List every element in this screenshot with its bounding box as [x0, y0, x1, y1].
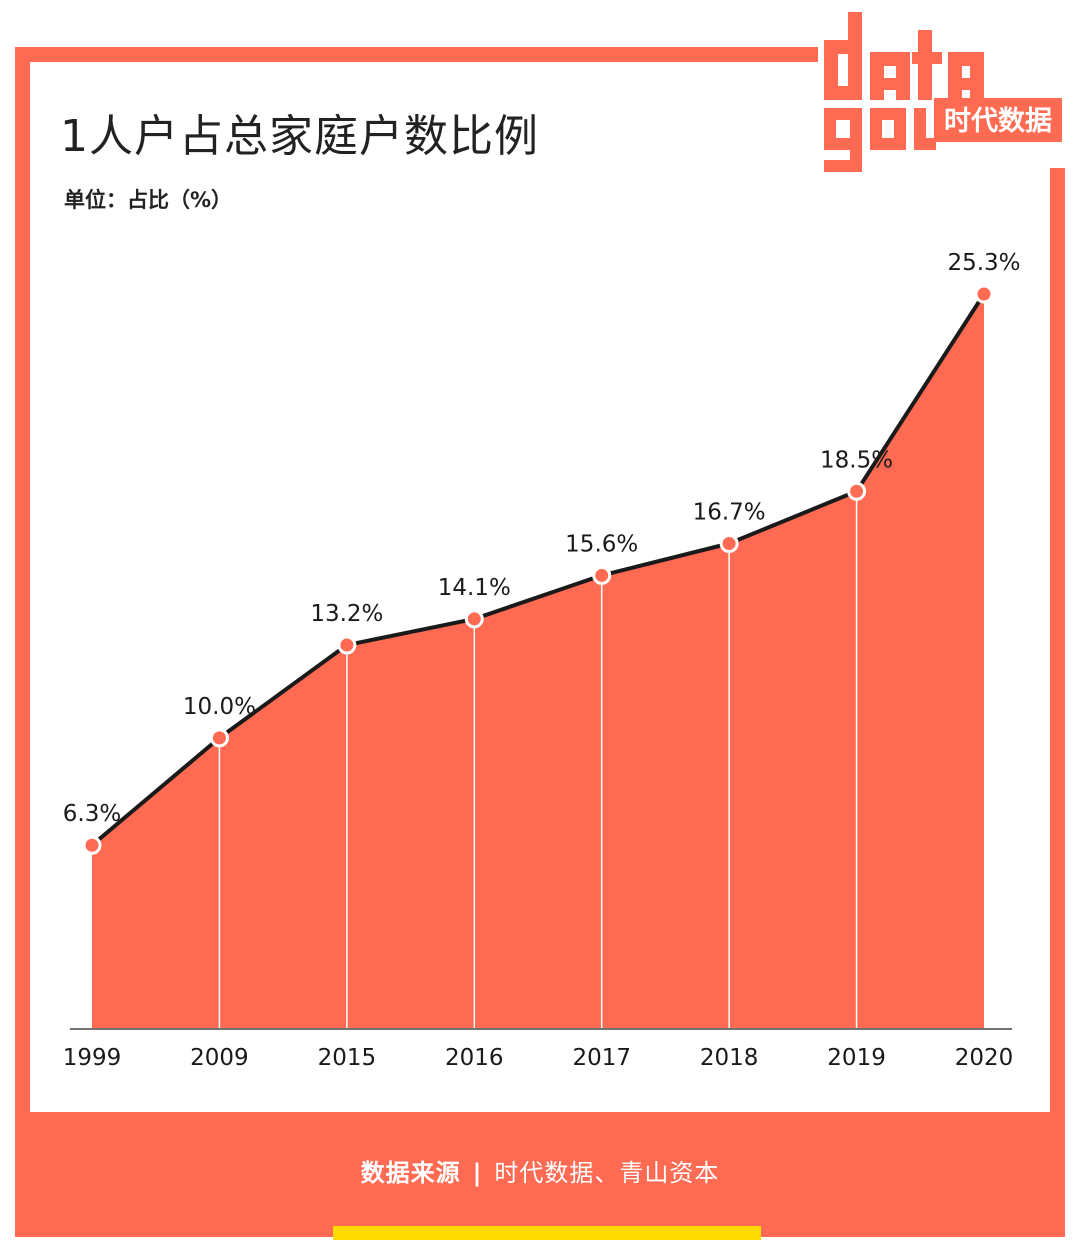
- logo-brand-text: 时代数据: [944, 106, 1052, 137]
- area-fill: [92, 294, 984, 1028]
- data-label: 14.1%: [438, 575, 511, 601]
- source-label: 数据来源: [360, 1159, 461, 1187]
- data-source: 数据来源 | 时代数据、青山资本: [0, 1153, 1080, 1188]
- x-tick-label: 2019: [827, 1045, 886, 1071]
- data-label: 6.3%: [63, 801, 121, 827]
- x-tick-label: 2020: [955, 1045, 1014, 1071]
- source-separator: |: [472, 1159, 483, 1187]
- x-tick-label: 2018: [700, 1045, 759, 1071]
- x-tick-label: 1999: [63, 1045, 122, 1071]
- x-tick-label: 2009: [190, 1045, 249, 1071]
- data-label: 13.2%: [310, 601, 383, 627]
- data-point: [209, 728, 229, 748]
- x-tick-label: 2017: [572, 1045, 631, 1071]
- data-point: [464, 609, 484, 629]
- data-point: [974, 284, 994, 304]
- x-tick-label: 2016: [445, 1045, 504, 1071]
- x-tick-label: 2015: [318, 1045, 377, 1071]
- chart-title: 1人户占总家庭户数比例: [60, 111, 539, 162]
- data-point: [337, 635, 357, 655]
- data-label: 18.5%: [820, 447, 893, 473]
- accent-bar: [333, 1226, 761, 1240]
- data-point: [82, 835, 102, 855]
- data-point: [719, 534, 739, 554]
- data-label: 15.6%: [565, 531, 638, 557]
- datagood-logo: 时代数据: [824, 12, 1062, 172]
- unit-label: 单位：占比（%）: [64, 188, 233, 212]
- series-line: [90, 292, 986, 847]
- data-label: 16.7%: [693, 500, 766, 526]
- data-point: [592, 565, 612, 585]
- data-label: 10.0%: [183, 694, 256, 720]
- source-text: 时代数据、青山资本: [494, 1159, 720, 1187]
- data-point: [847, 481, 867, 501]
- data-label: 25.3%: [947, 250, 1020, 276]
